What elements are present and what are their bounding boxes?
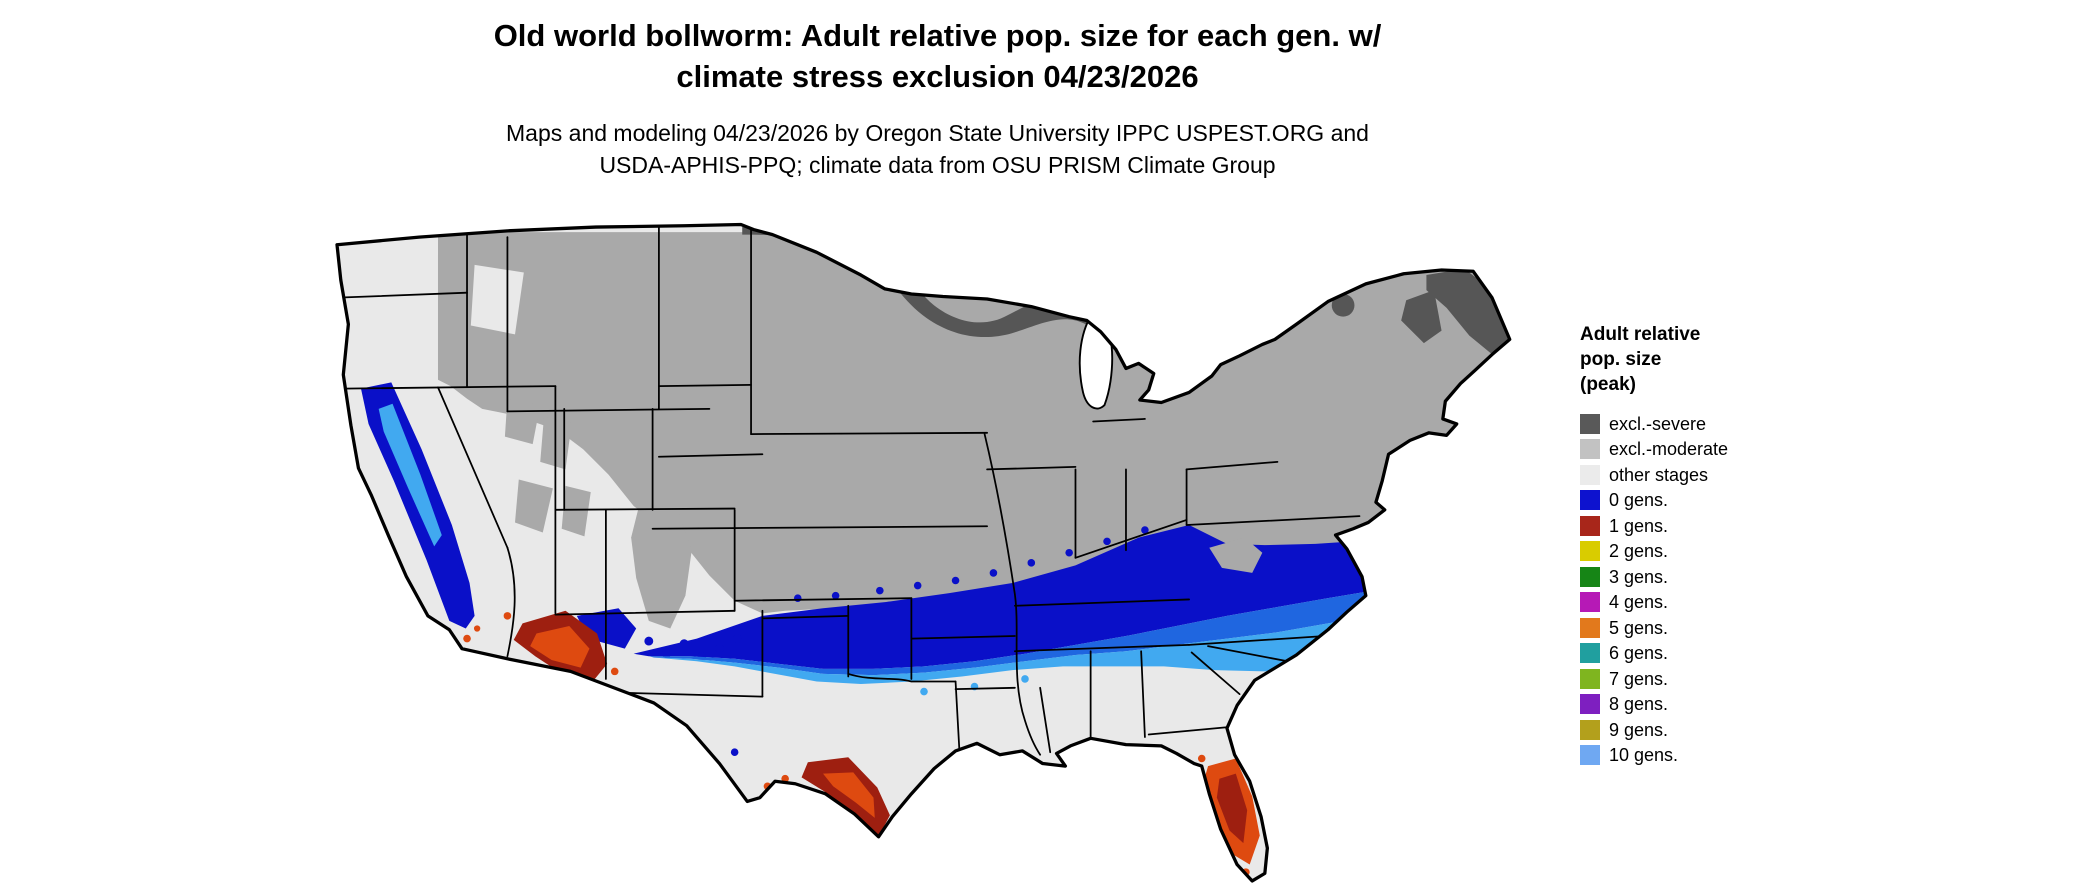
legend-label: 4 gens. [1609, 592, 1669, 613]
legend-label: 1 gens. [1609, 515, 1669, 536]
page-subtitle-line1: Maps and modeling 04/23/2026 by Oregon S… [506, 119, 1369, 146]
header: Old world bollworm: Adult relative pop. … [0, 16, 1875, 181]
legend-item: 3 gens. [1580, 564, 1920, 590]
page-title-line1: Old world bollworm: Adult relative pop. … [493, 18, 1382, 53]
legend-swatch [1580, 439, 1600, 460]
legend-swatch [1580, 694, 1600, 715]
legend-swatch [1580, 413, 1600, 434]
us-map-svg [335, 222, 1512, 883]
legend-item: 10 gens. [1580, 743, 1920, 769]
legend-label: other stages [1609, 464, 1709, 485]
legend-label: 2 gens. [1609, 541, 1669, 562]
region-gen0-mid-blue [648, 588, 1389, 676]
legend-swatch [1580, 464, 1600, 485]
legend-item: excl.-moderate [1580, 437, 1920, 463]
region-gen1-southtexas-dark [801, 757, 890, 837]
legend-swatch [1580, 745, 1600, 766]
region-gen1-florida-dark [1216, 773, 1248, 844]
legend-title: Adult relative pop. size (peak) [1580, 322, 1920, 397]
page-title-line2: climate stress exclusion 04/23/2026 [676, 58, 1199, 94]
legend-swatch [1580, 566, 1600, 587]
page-subtitle: Maps and modeling 04/23/2026 by Oregon S… [0, 118, 1875, 181]
legend-label: 5 gens. [1609, 617, 1669, 638]
legend-swatch [1580, 515, 1600, 536]
legend-label: 8 gens. [1609, 694, 1669, 715]
page-title: Old world bollworm: Adult relative pop. … [0, 16, 1875, 98]
legend-label: 7 gens. [1609, 668, 1669, 689]
legend-item: 7 gens. [1580, 666, 1920, 692]
us-outline [335, 222, 1512, 883]
legend-label: 3 gens. [1609, 566, 1669, 587]
legend-item: 8 gens. [1580, 692, 1920, 718]
legend-swatch [1580, 643, 1600, 664]
region-gen1-arizona-bright [530, 625, 590, 668]
legend-item: 9 gens. [1580, 717, 1920, 743]
legend-item: 0 gens. [1580, 488, 1920, 514]
map-canvas [318, 222, 1530, 886]
legend-title-line2: pop. size [1580, 349, 1662, 371]
legend-title-line3: (peak) [1580, 374, 1636, 396]
legend-label: excl.-moderate [1609, 439, 1729, 460]
legend-swatch [1580, 719, 1600, 740]
region-columbia-basin-light [470, 264, 524, 335]
legend-label: 0 gens. [1609, 490, 1669, 511]
legend-swatch [1580, 490, 1600, 511]
legend-item: 4 gens. [1580, 590, 1920, 616]
legend-title-line1: Adult relative [1580, 324, 1701, 345]
legend-swatch [1580, 541, 1600, 562]
legend-item: 2 gens. [1580, 539, 1920, 565]
legend-swatch [1580, 617, 1600, 638]
legend: Adult relative pop. size (peak) excl.-seve… [1580, 322, 1920, 768]
page-subtitle-line2: USDA-APHIS-PPQ; climate data from OSU PR… [599, 151, 1276, 178]
legend-label: 10 gens. [1609, 745, 1679, 766]
legend-item: 6 gens. [1580, 641, 1920, 667]
legend-label: 6 gens. [1609, 643, 1669, 664]
legend-label: excl.-severe [1609, 413, 1707, 434]
legend-item: excl.-severe [1580, 411, 1920, 437]
region-appalachian-gray-island [1209, 537, 1263, 573]
legend-swatch [1580, 592, 1600, 613]
legend-swatch [1580, 668, 1600, 689]
legend-label: 9 gens. [1609, 719, 1669, 740]
region-gen1-southtexas-bright [823, 772, 875, 818]
legend-item: 5 gens. [1580, 615, 1920, 641]
legend-item: other stages [1580, 462, 1920, 488]
legend-items: excl.-severe excl.-moderate other stages 0 … [1580, 411, 1920, 768]
legend-item: 1 gens. [1580, 513, 1920, 539]
